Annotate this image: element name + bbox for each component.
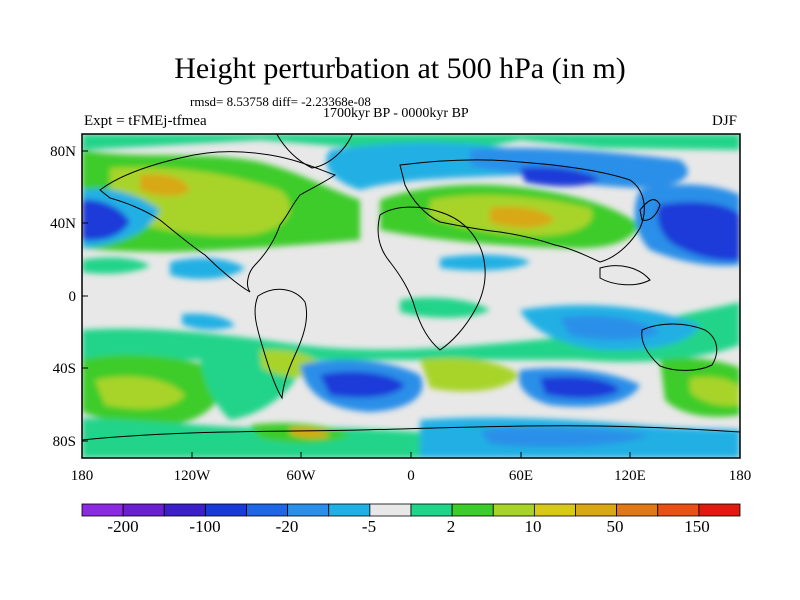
lon-label-60w: 60W [286, 468, 316, 484]
field-trop-spac-neg [182, 313, 235, 330]
colorbar-label-3: -5 [362, 517, 376, 536]
colorbar-swatch [698, 503, 741, 517]
lat-tick-marks [82, 150, 88, 442]
field-antarctic-positive [82, 418, 420, 458]
coastline-greenland [276, 134, 353, 169]
field-trop-pos [82, 257, 150, 274]
field-nwpac-strong-neg [657, 202, 740, 261]
colorbar-swatch [81, 503, 124, 517]
lat-label-40n: 40N [50, 216, 76, 232]
colorbar-labels: -200 -100 -20 -5 2 10 50 150 [107, 517, 709, 536]
field-eurasia-strong [490, 206, 555, 228]
field-indian-negative [560, 315, 660, 340]
lon-label-120e: 120E [614, 468, 646, 484]
experiment-label: Expt = tFMEj-tfmea [84, 113, 207, 129]
field-trop-afr-pos [400, 297, 490, 318]
coastline-indonesia [599, 265, 651, 286]
colorbar-swatch [204, 503, 247, 517]
field-na-strong [140, 174, 190, 196]
lon-label-180e: 180 [729, 468, 752, 484]
lon-label-0: 0 [407, 468, 415, 484]
lon-label-180w: 180 [71, 468, 94, 484]
field-sio-strong-neg [540, 376, 620, 399]
colorbar-swatch [575, 503, 618, 517]
colorbar-swatch [246, 503, 289, 517]
colorbar-label-7: 150 [684, 517, 710, 536]
lon-label-120w: 120W [174, 468, 212, 484]
colorbar [81, 503, 741, 517]
colorbar-label-0: -200 [107, 517, 138, 536]
coastline-eurasia [399, 159, 645, 263]
colorbar-swatch [410, 503, 453, 517]
colorbar-swatch [122, 503, 165, 517]
season-label: DJF [712, 113, 738, 129]
colorbar-swatch [616, 503, 659, 517]
field-npac-strong-neg [82, 199, 130, 241]
colorbar-label-5: 10 [525, 517, 542, 536]
stats-label: rmsd= 8.53758 diff= -2.23368e-08 [190, 94, 371, 109]
lat-tick-labels: 80N 40N 0 40S 80S [50, 144, 76, 450]
colorbar-label-6: 50 [607, 517, 624, 536]
field-antarctic-neg-core [480, 427, 650, 448]
colorbar-label-4: 2 [447, 517, 456, 536]
colorbar-swatch [369, 503, 412, 517]
colorbar-swatch [492, 503, 535, 517]
field-satl-strong-neg [320, 371, 405, 398]
colorbar-label-1: -100 [189, 517, 220, 536]
lon-label-60e: 60E [509, 468, 533, 484]
colorbar-swatch [163, 503, 206, 517]
field-trop-afr-neg [440, 254, 530, 271]
coastline-africa [377, 206, 486, 351]
field-trop-pac-neg [170, 258, 245, 280]
field-spac-moderate [95, 376, 185, 409]
lon-tick-marks [81, 452, 741, 458]
colorbar-swatch [657, 503, 700, 517]
period-subtitle: 1700kyr BP - 0000kyr BP [323, 106, 469, 121]
colorbar-swatch [533, 503, 576, 517]
lat-label-40s: 40S [53, 361, 76, 377]
lat-label-0: 0 [69, 289, 77, 305]
colorbar-label-2: -20 [276, 517, 299, 536]
height-field [82, 134, 740, 458]
lat-label-80s: 80S [53, 434, 76, 450]
plot-title: Height perturbation at 500 hPa (in m) [174, 52, 626, 85]
coastline-south-america [254, 288, 308, 400]
field-antarctic-strong [290, 427, 330, 439]
field-siberia-strong-neg [520, 167, 600, 187]
coastline-antarctica [82, 425, 740, 441]
field-sio-moderate [420, 358, 520, 392]
field-swpac-moderate [690, 376, 740, 406]
coastline-japan [639, 199, 661, 221]
coastline-north-america [99, 151, 337, 293]
coastlines [82, 134, 740, 441]
colorbar-swatch [328, 503, 371, 517]
colorbar-swatch [451, 503, 494, 517]
coastline-australia [641, 323, 718, 371]
colorbar-swatch [287, 503, 330, 517]
lon-tick-labels: 180 120W 60W 0 60E 120E 180 [71, 468, 752, 484]
lat-label-80n: 80N [50, 144, 76, 160]
field-so-band-positive [82, 302, 740, 362]
